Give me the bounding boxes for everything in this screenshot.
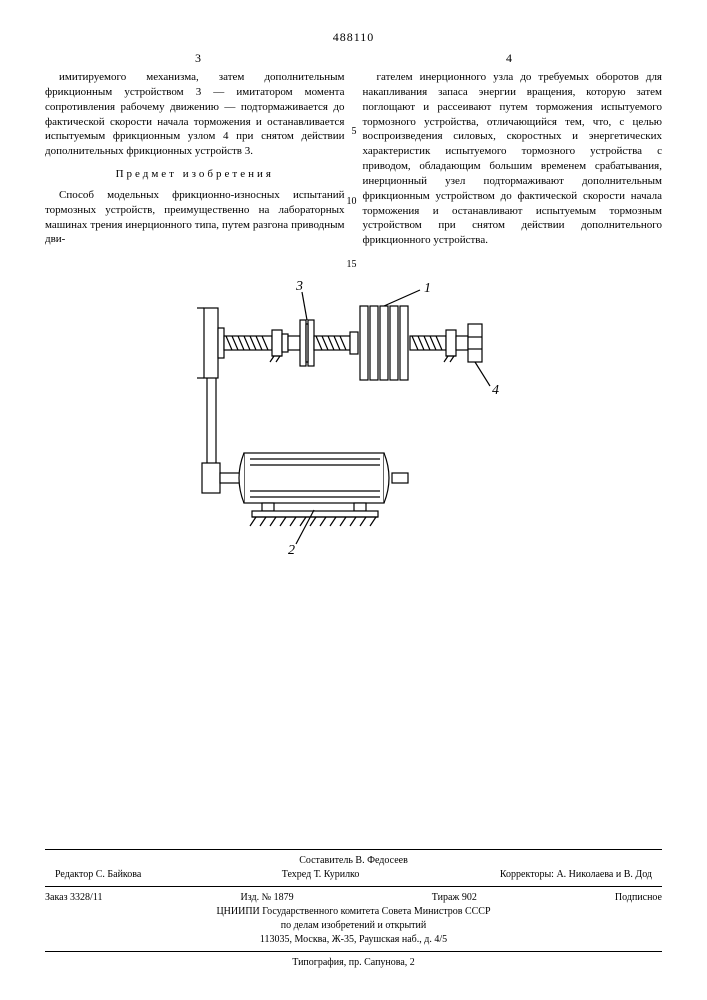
footer-tech: Техред Т. Курилко <box>282 868 360 882</box>
diagram-label-2: 2 <box>288 543 295 558</box>
line-number-15: 15 <box>347 258 357 272</box>
footer-sub: Подписное <box>615 891 662 905</box>
colnum-right: 4 <box>506 51 512 66</box>
footer-org2: по делам изобретений и открытий <box>45 919 662 933</box>
mechanism-diagram: 3 1 2 4 <box>174 278 534 558</box>
document-number: 488110 <box>45 30 662 45</box>
footer-pub-row: Заказ 3328/11 Изд. № 1879 Тираж 902 Подп… <box>45 891 662 905</box>
footer: Составитель В. Федосеев Редактор С. Байк… <box>45 845 662 970</box>
diagram-label-4: 4 <box>492 383 499 398</box>
footer-tirage: Тираж 902 <box>432 891 477 905</box>
diagram-area: 3 1 2 4 <box>45 278 662 558</box>
left-para-2: Способ модельных фрикционно-износных исп… <box>45 188 345 247</box>
colnum-left: 3 <box>195 51 201 66</box>
right-column: гателем инерционного узла до требуемых о… <box>363 70 663 248</box>
footer-corrector: Корректоры: А. Николаева и В. Дод <box>500 868 652 882</box>
section-title: Предмет изобретения <box>45 167 345 182</box>
footer-org1: ЦНИИПИ Государственного комитета Совета … <box>45 905 662 919</box>
footer-order: Заказ 3328/11 <box>45 891 102 905</box>
left-column: 5 10 15 имитируемого механизма, затем до… <box>45 70 345 248</box>
footer-izd: Изд. № 1879 <box>241 891 294 905</box>
text-columns: 5 10 15 имитируемого механизма, затем до… <box>45 70 662 248</box>
footer-credits-row: Редактор С. Байкова Техред Т. Курилко Ко… <box>45 868 662 882</box>
footer-addr: 113035, Москва, Ж-35, Раушская наб., д. … <box>45 933 662 947</box>
footer-typo: Типография, пр. Сапунова, 2 <box>45 956 662 970</box>
left-para-1: имитируемого механизма, затем дополнител… <box>45 70 345 159</box>
diagram-label-3: 3 <box>295 279 303 294</box>
diagram-label-1: 1 <box>424 281 431 296</box>
column-numbers: 3 4 <box>45 51 662 66</box>
footer-editor: Редактор С. Байкова <box>55 868 141 882</box>
line-number-10: 10 <box>347 195 357 209</box>
page: 488110 3 4 5 10 15 имитируемого механизм… <box>0 0 707 598</box>
line-number-5: 5 <box>352 125 357 139</box>
footer-compiler: Составитель В. Федосеев <box>45 854 662 868</box>
right-para-1: гателем инерционного узла до требуемых о… <box>363 70 663 248</box>
